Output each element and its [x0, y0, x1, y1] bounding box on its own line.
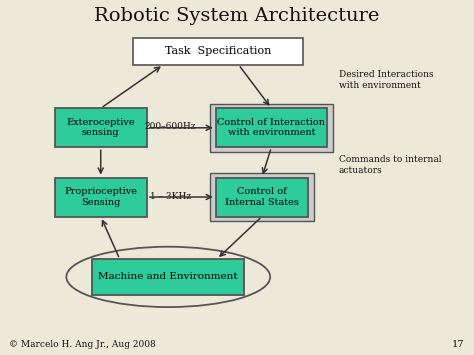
Text: Proprioceptive
Sensing: Proprioceptive Sensing — [64, 187, 137, 207]
Text: Task  Specification: Task Specification — [165, 46, 271, 56]
Bar — [133, 38, 303, 65]
Bar — [216, 178, 308, 217]
Bar — [55, 108, 147, 147]
Text: Control of
Internal States: Control of Internal States — [225, 187, 299, 207]
Bar — [210, 104, 333, 152]
Text: Desired Interactions
with environment: Desired Interactions with environment — [339, 70, 434, 89]
Bar — [210, 173, 314, 221]
Text: © Marcelo H. Ang Jr., Aug 2008: © Marcelo H. Ang Jr., Aug 2008 — [9, 340, 156, 349]
Bar — [216, 108, 327, 147]
Bar — [55, 178, 147, 217]
Ellipse shape — [66, 247, 270, 307]
Text: 200–600Hz: 200–600Hz — [145, 122, 196, 131]
Bar — [92, 259, 244, 295]
Text: Control of Interaction
with environment: Control of Interaction with environment — [218, 118, 325, 137]
Text: Exteroceptive
sensing: Exteroceptive sensing — [66, 118, 135, 137]
Text: 1 – 3KHz: 1 – 3KHz — [150, 192, 191, 201]
Text: Robotic System Architecture: Robotic System Architecture — [94, 7, 380, 25]
Text: 17: 17 — [452, 340, 465, 349]
Text: Commands to internal
actuators: Commands to internal actuators — [339, 155, 441, 175]
Text: Machine and Environment: Machine and Environment — [99, 272, 238, 282]
